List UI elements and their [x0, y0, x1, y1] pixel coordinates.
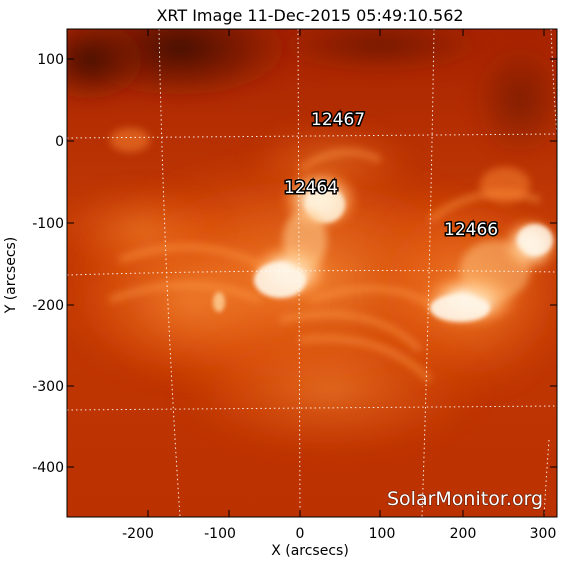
x-axis-ticks — [147, 29, 545, 517]
plot-frame — [66, 28, 558, 518]
x-tick-label: 200 — [450, 526, 477, 542]
figure-title: XRT Image 11-Dec-2015 05:49:10.562 — [156, 6, 463, 25]
x-tick-label: -200 — [122, 526, 154, 542]
solar-corona-image: 12467 12464 12466 SolarMonitor.org — [67, 29, 557, 517]
y-tick-label: 100 — [37, 52, 64, 68]
heliographic-grid — [67, 29, 557, 517]
x-tick-label: 300 — [530, 526, 557, 542]
x-tick-label: 0 — [296, 526, 305, 542]
x-tick-labels: -200 -100 0 100 200 300 — [122, 526, 556, 542]
active-region-label-12466: 12466 — [444, 220, 498, 240]
y-tick-labels: 100 0 -100 -200 -300 -400 — [32, 52, 64, 476]
y-tick-label: -300 — [32, 379, 64, 395]
y-axis-ticks — [67, 58, 557, 468]
solarmonitor-watermark: SolarMonitor.org — [387, 488, 543, 510]
y-tick-label: -100 — [32, 216, 64, 232]
y-tick-label: -200 — [32, 298, 64, 314]
active-region-label-12467: 12467 — [311, 110, 365, 130]
active-region-label-12464: 12464 — [284, 178, 338, 198]
y-axis-label: Y (arcsecs) — [3, 237, 19, 315]
y-tick-label: 0 — [55, 134, 64, 150]
x-tick-label: -100 — [204, 526, 236, 542]
x-tick-label: 100 — [369, 526, 396, 542]
x-axis-label: X (arcsecs) — [271, 543, 349, 559]
y-tick-label: -400 — [32, 460, 64, 476]
